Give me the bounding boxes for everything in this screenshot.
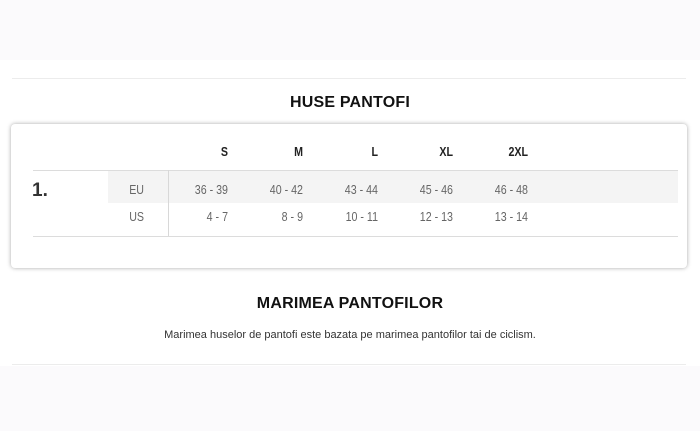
table-cell: 45 - 46 <box>419 182 453 197</box>
eu-row-highlight <box>108 171 678 203</box>
section-title: HUSE PANTOFI <box>289 94 411 111</box>
info-title: MARIMEA PANTOFILOR <box>256 295 444 312</box>
divider <box>12 78 686 79</box>
table-cell: 12 - 13 <box>419 209 453 224</box>
size-header: S <box>220 144 228 159</box>
table-header-divider <box>33 170 678 171</box>
row-label: EU <box>129 182 144 197</box>
size-header: XL <box>439 144 453 159</box>
size-header: 2XL <box>508 144 528 159</box>
table-cell: 43 - 44 <box>344 182 378 197</box>
size-header: L <box>371 144 378 159</box>
table-cell: 8 - 9 <box>281 209 303 224</box>
table-cell: 13 - 14 <box>494 209 528 224</box>
table-cell: 10 - 11 <box>345 209 378 224</box>
table-cell: 40 - 42 <box>269 182 303 197</box>
size-header: M <box>294 144 303 159</box>
table-cell: 4 - 7 <box>206 209 228 224</box>
table-cell: 36 - 39 <box>194 182 228 197</box>
row-label: US <box>129 209 144 224</box>
divider <box>12 364 686 365</box>
table-column-divider <box>168 170 169 236</box>
info-description: Marimea huselor de pantofi este bazata p… <box>164 329 536 341</box>
table-cell: 46 - 48 <box>494 182 528 197</box>
row-number: 1. <box>32 180 48 201</box>
table-bottom-divider <box>33 236 678 237</box>
